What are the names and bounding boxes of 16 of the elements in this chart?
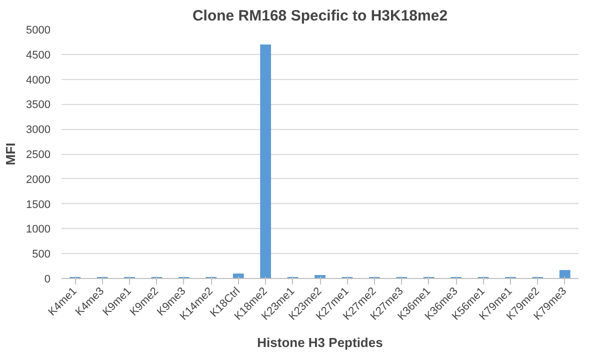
bar <box>260 44 272 278</box>
y-tick-label: 4000 <box>26 74 51 86</box>
bar <box>559 270 570 278</box>
y-tick-label: 4500 <box>26 49 51 62</box>
chart-title: Clone RM168 Specific to H3K18me2 <box>192 8 448 24</box>
y-tick-label: 2500 <box>26 149 51 161</box>
y-tick-label: 1500 <box>26 198 51 211</box>
y-tick-label: 3500 <box>26 99 51 112</box>
y-tick-label: 2000 <box>26 174 51 186</box>
y-tick-label: 500 <box>32 248 51 261</box>
y-axis-title: MFI <box>3 142 18 166</box>
y-tick-label: 5000 <box>26 24 51 36</box>
y-tick-label: 0 <box>44 274 51 286</box>
y-tick-label: 1000 <box>26 224 51 236</box>
y-tick-label: 3000 <box>26 124 51 136</box>
x-axis-title: Histone H3 Peptides <box>257 334 383 350</box>
